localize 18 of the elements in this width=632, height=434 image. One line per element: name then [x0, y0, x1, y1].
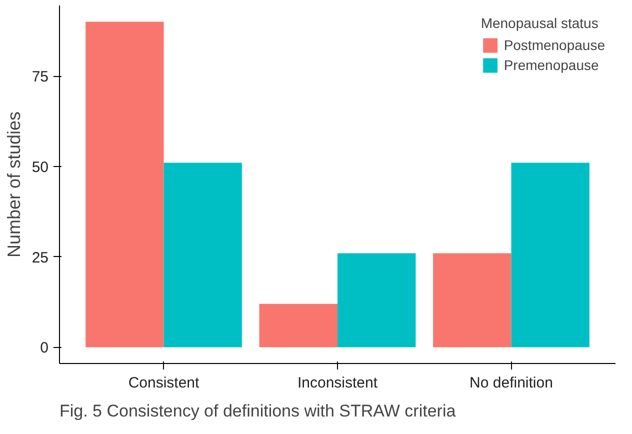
text: Fig. 5 Consistency of definitions with STRAW criteria [60, 402, 456, 420]
bar [433, 253, 512, 348]
legend-title: Menopausal status [480, 15, 600, 31]
bar [338, 253, 416, 348]
x-tick-label: No definition [470, 374, 553, 392]
x-tick-label: Consistent [128, 374, 200, 392]
x-tick-label: Inconsistent [297, 374, 378, 392]
legend-label: Premenopause [504, 57, 599, 73]
y-tick-label: 0 [40, 340, 48, 357]
y-axis-title: Number of studies [4, 111, 24, 258]
bar [259, 304, 338, 348]
y-tick-label: 25 [32, 249, 49, 266]
bar [511, 162, 590, 348]
bar [164, 162, 242, 348]
y-tick-label: 50 [32, 158, 49, 176]
y-tick-label: 75 [32, 68, 49, 86]
bar [86, 22, 164, 348]
legend-label: Postmenopause [504, 37, 605, 53]
